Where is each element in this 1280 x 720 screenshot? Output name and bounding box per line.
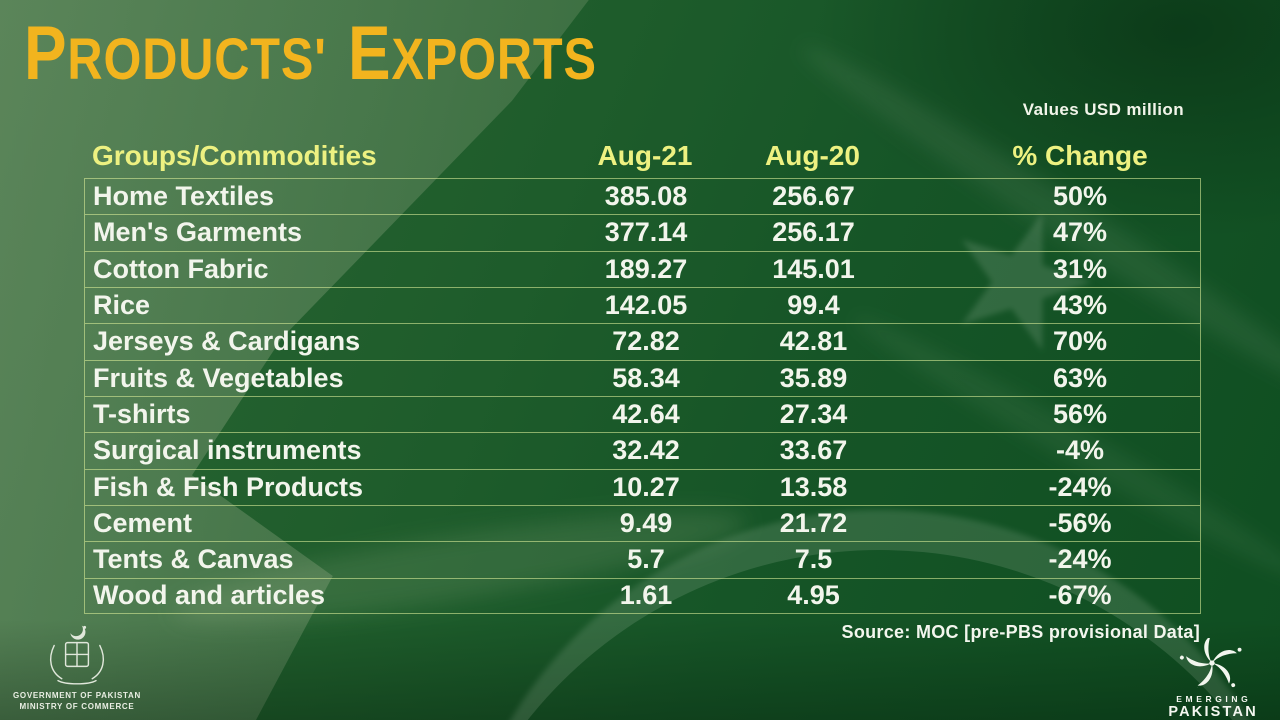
- cell-aug-20: 145.01: [772, 253, 855, 284]
- cell-aug-20: 99.4: [787, 290, 840, 321]
- table-row: Wood and articles 1.61 4.95 -67%: [85, 577, 1200, 614]
- header-commodities: Groups/Commodities: [92, 140, 377, 171]
- cell-aug-20: 35.89: [779, 362, 848, 393]
- cell-aug-21: 142.05: [604, 290, 688, 321]
- brand-emerging: EMERGING: [1176, 694, 1252, 704]
- cell-commodity: Rice: [93, 290, 151, 321]
- cell-pct-change: -4%: [1055, 435, 1104, 466]
- cell-pct-change: 63%: [1052, 362, 1108, 393]
- gov-logo-block: GOVERNMENT OF PAKISTAN MINISTRY OF COMME…: [2, 622, 152, 713]
- title-word-products: PRODUCTS': [24, 11, 327, 96]
- title-word-exports: EXPORTS: [348, 11, 597, 96]
- cell-commodity: Wood and articles: [93, 580, 326, 611]
- table-row: Cotton Fabric 189.27 145.01 31%: [85, 250, 1200, 287]
- cell-aug-20: 7.5: [794, 544, 833, 575]
- cell-pct-change: 43%: [1052, 290, 1108, 321]
- cell-aug-21: 1.61: [619, 580, 673, 611]
- table-row: Home Textiles 385.08 256.67 50%: [85, 178, 1200, 214]
- cell-aug-20: 27.34: [779, 399, 848, 430]
- cell-aug-21: 5.7: [627, 544, 665, 575]
- cell-commodity: Men's Garments: [93, 217, 302, 248]
- cell-commodity: T-shirts: [93, 399, 191, 430]
- table-row: Jerseys & Cardigans 72.82 42.81 70%: [85, 323, 1200, 359]
- cell-commodity: Jerseys & Cardigans: [93, 326, 361, 357]
- cell-aug-21: 189.27: [604, 253, 688, 284]
- cell-aug-21: 9.49: [619, 508, 673, 539]
- table-row: Surgical instruments 32.42 33.67 -4%: [85, 432, 1200, 468]
- cell-pct-change: -56%: [1048, 508, 1112, 539]
- cell-aug-20: 21.72: [779, 508, 848, 539]
- cell-pct-change: -24%: [1048, 544, 1112, 575]
- cell-aug-20: 4.95: [787, 580, 840, 611]
- cell-commodity: Fruits & Vegetables: [93, 362, 344, 393]
- cell-commodity: Surgical instruments: [93, 435, 362, 466]
- table-body: Home Textiles 385.08 256.67 50% Men's Garmen…: [84, 178, 1201, 614]
- cell-commodity: Home Textiles: [93, 181, 275, 212]
- cell-commodity: Fish & Fish Products: [93, 471, 364, 502]
- header-pct-change: % Change: [1012, 140, 1148, 171]
- cell-commodity: Tents & Canvas: [93, 544, 294, 575]
- cell-pct-change: 47%: [1052, 217, 1108, 248]
- gov-caption-line1: GOVERNMENT OF PAKISTAN: [13, 691, 141, 700]
- cell-aug-20: 256.17: [772, 217, 855, 248]
- table-row: Fruits & Vegetables 58.34 35.89 63%: [85, 359, 1200, 396]
- cell-aug-20: 42.81: [779, 326, 848, 357]
- cell-aug-20: 33.67: [779, 435, 848, 466]
- table-row: Cement 9.49 21.72 -56%: [85, 504, 1200, 541]
- cell-aug-21: 377.14: [604, 217, 688, 248]
- header-aug-20: Aug-20: [765, 140, 860, 171]
- cell-pct-change: 70%: [1052, 326, 1108, 357]
- cell-pct-change: 50%: [1052, 181, 1108, 212]
- cell-pct-change: -24%: [1048, 471, 1112, 502]
- cell-commodity: Cement: [93, 508, 193, 539]
- brand-pakistan: PAKISTAN: [1168, 704, 1258, 720]
- unit-note: Values USD million: [1022, 100, 1184, 119]
- page-title: PRODUCTS' EXPORTS: [24, 10, 597, 97]
- table-row: Tents & Canvas 5.7 7.5 -24%: [85, 541, 1200, 577]
- cell-aug-20: 256.67: [772, 181, 855, 212]
- cell-aug-21: 42.64: [612, 399, 680, 430]
- cell-aug-21: 32.42: [612, 435, 680, 466]
- cell-pct-change: -67%: [1048, 580, 1112, 611]
- coat-of-arms-icon: [49, 625, 105, 685]
- cell-pct-change: 56%: [1052, 399, 1108, 430]
- cell-commodity: Cotton Fabric: [93, 253, 269, 284]
- table-row: T-shirts 42.64 27.34 56%: [85, 395, 1200, 432]
- cell-aug-20: 13.58: [779, 471, 848, 502]
- table-row: Men's Garments 377.14 256.17 47%: [85, 214, 1200, 250]
- emerging-pakistan-swirl-icon: [1179, 630, 1242, 692]
- table-header-row: Groups/Commodities Aug-21 Aug-20 % Chang…: [84, 134, 1201, 178]
- header-aug-21: Aug-21: [597, 140, 693, 171]
- cell-pct-change: 31%: [1052, 253, 1108, 284]
- table-row: Fish & Fish Products 10.27 13.58 -24%: [85, 468, 1200, 505]
- source-note: Source: MOC [pre-PBS provisional Data]: [841, 622, 1200, 642]
- cell-aug-21: 72.82: [612, 326, 680, 357]
- cell-aug-21: 385.08: [604, 181, 688, 212]
- table-row: Rice 142.05 99.4 43%: [85, 286, 1200, 323]
- cell-aug-21: 10.27: [612, 471, 680, 502]
- emerging-pakistan-logo-block: EMERGING PAKISTAN: [1154, 630, 1270, 720]
- gov-caption-line2: MINISTRY OF COMMERCE: [19, 701, 135, 711]
- cell-aug-21: 58.34: [612, 362, 680, 393]
